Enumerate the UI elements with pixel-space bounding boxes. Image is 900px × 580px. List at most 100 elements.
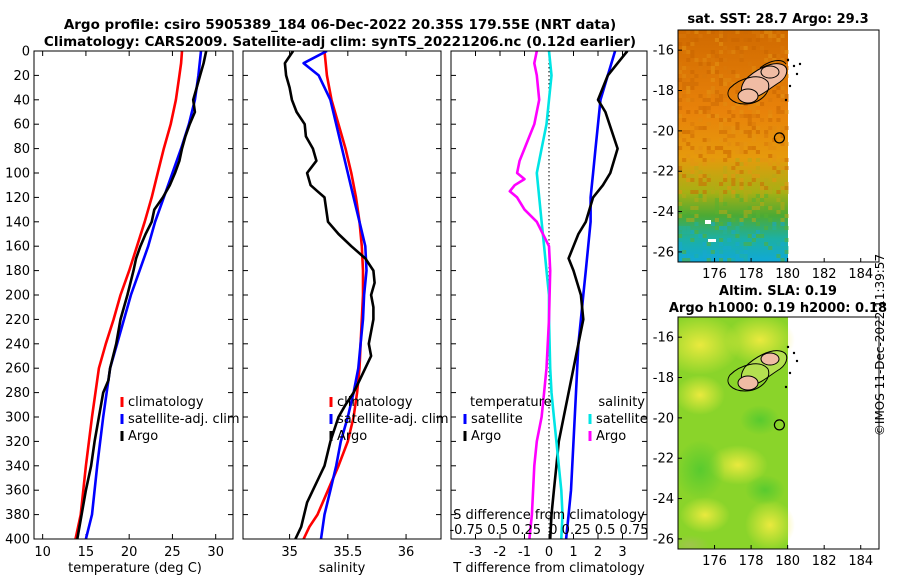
temperature-ytick-label-10: 200 (5, 289, 30, 304)
temperature-ytick-label-18: 360 (5, 484, 30, 499)
difference-legend-title-salinity: salinity (598, 395, 645, 410)
temperature-ytick-label-12: 240 (5, 337, 30, 352)
sla-map-ytick-label-0: -16 (653, 331, 674, 346)
salinity-xtick-label-1: 35.5 (333, 545, 362, 560)
sla-map-ytick-label-5: -26 (653, 532, 674, 547)
difference-xtick-label-6: 3 (618, 545, 626, 560)
temperature-xtick-label-2: 20 (121, 545, 138, 560)
sst-map-xtick-label-3: 182 (812, 267, 837, 282)
temperature-legend: climatology satellite-adj. clim Argo (120, 395, 240, 444)
fiji-islands (727, 58, 802, 105)
sst-map-ytick-label-3: -22 (653, 165, 674, 180)
sst-map-xtick-label-4: 184 (848, 267, 873, 282)
salinity-legend-label-0: climatology (337, 395, 413, 410)
difference-legend-right-label-0: satellite (596, 412, 648, 427)
difference-xtick-label-3: 0 (545, 545, 553, 560)
temperature-ytick-label-3: 60 (13, 118, 30, 133)
difference-panel: -3 -2 -1 0 1 2 3 T difference from climatology… (449, 50, 649, 576)
temperature-ytick-label-7: 140 (5, 215, 30, 230)
salinity-legend-label-1: satellite-adj. clim (337, 412, 449, 427)
temperature-ytick-label-14: 280 (5, 386, 30, 401)
temperature-ytick-label-2: 40 (13, 93, 30, 108)
difference-series-s-satellite (535, 51, 564, 539)
sst-map-ytick-label-4: -24 (653, 205, 674, 220)
s-difference-label: S difference from climatology (453, 508, 645, 523)
salinity-panel: 35 35.5 36 salinity climatology satellite-a… (242, 50, 449, 576)
argo-position-marker (773, 132, 786, 144)
salinity-xtick-label-0: 35 (281, 545, 298, 560)
sla-map-xtick-label-2: 180 (775, 554, 800, 569)
salinity-legend: climatology satellite-adj. clim Argo (329, 395, 449, 444)
temperature-ytick-label-13: 260 (5, 362, 30, 377)
sla-map-xtick-label-1: 178 (739, 554, 764, 569)
salinity-series-satellite-adj-clim (302, 51, 368, 539)
sst-map-title: sat. SST: 28.7 Argo: 29.3 (687, 12, 868, 27)
temperature-series-satellite-adj-clim (84, 51, 203, 539)
argo-position-marker-sla (773, 419, 786, 431)
difference-xtick-label-1: -2 (494, 545, 507, 560)
sla-map-xtick-label-3: 182 (812, 554, 837, 569)
difference-legend-title-temperature: temperature (470, 395, 552, 410)
temperature-legend-label-2: Argo (128, 429, 158, 444)
temperature-ytick-label-4: 80 (13, 142, 30, 157)
imos-credit-text: ©IMOS 11-Dec-2022 11:39:57 (873, 253, 887, 437)
temperature-ytick-label-11: 220 (5, 313, 30, 328)
difference-series-t-satellite (564, 51, 617, 539)
s-difference-ticks: -0.75 0.5 0.25 0 0.25 0.5 0.75 (449, 523, 648, 538)
salinity-legend-label-2: Argo (337, 429, 367, 444)
difference-legend-left-label-1: Argo (471, 429, 501, 444)
sla-map-ytick-label-4: -24 (653, 492, 674, 507)
temperature-axis-label: temperature (deg C) (68, 561, 202, 576)
difference-xtick-label-4: 1 (569, 545, 577, 560)
figure-title-line2: Climatology: CARS2009. Satellite-adj cli… (44, 34, 636, 50)
sst-map-ytick-label-5: -26 (653, 245, 674, 260)
temperature-series-argo (76, 51, 208, 539)
temperature-ytick-label-17: 340 (5, 459, 30, 474)
figure-title-line1: Argo profile: csiro 5905389_184 06-Dec-2… (64, 17, 616, 33)
temperature-xtick-label-3: 25 (164, 545, 181, 560)
sla-map-ytick-label-2: -20 (653, 411, 674, 426)
temperature-ytick-label-16: 320 (5, 435, 30, 450)
temperature-ytick-label-15: 300 (5, 411, 30, 426)
missing-data-patch-2 (708, 239, 716, 242)
salinity-series-argo (283, 51, 376, 539)
difference-axis-label: T difference from climatology (452, 561, 645, 576)
fiji-islands-sla (727, 345, 799, 392)
salinity-xtick-label-2: 36 (398, 545, 415, 560)
temperature-ytick-label-20: 400 (5, 533, 30, 548)
difference-series-t-argo (548, 51, 629, 539)
sla-map-xtick-label-0: 176 (702, 554, 727, 569)
temperature-xtick-label-1: 15 (78, 545, 95, 560)
sla-map: Altim. SLA: 0.19 Argo h1000: 0.19 h2000:… (653, 284, 887, 569)
temperature-xtick-label-0: 10 (34, 545, 51, 560)
temperature-ytick-label-8: 160 (5, 240, 30, 255)
temperature-ytick-label-19: 380 (5, 508, 30, 523)
difference-xtick-label-5: 2 (594, 545, 602, 560)
sla-map-title: Altim. SLA: 0.19 (719, 284, 837, 299)
temperature-panel: 0 20 40 60 80 100 120 140 160 180 200 220 240 260 280 3… (5, 45, 239, 577)
sst-map-ytick-label-1: -18 (653, 84, 674, 99)
temperature-ytick-label-5: 100 (5, 167, 30, 182)
sla-map-xtick-label-4: 184 (848, 554, 873, 569)
difference-xtick-label-0: -3 (469, 545, 482, 560)
sla-map-subtitle: Argo h1000: 0.19 h2000: 0.18 (669, 301, 887, 316)
sst-map-xtick-label-0: 176 (702, 267, 727, 282)
difference-legend-left-label-0: satellite (471, 412, 523, 427)
sst-map-ytick-label-0: -16 (653, 44, 674, 59)
temperature-ytick-label-0: 0 (22, 45, 30, 60)
salinity-axis-label: salinity (319, 561, 366, 576)
temperature-xtick-label-4: 30 (207, 545, 224, 560)
temperature-legend-label-1: satellite-adj. clim (128, 412, 240, 427)
sla-map-ytick-label-1: -18 (653, 371, 674, 386)
missing-data-patch (705, 220, 711, 224)
sst-map-ytick-label-2: -20 (653, 124, 674, 139)
sst-map-xtick-label-1: 178 (739, 267, 764, 282)
difference-legend-right-label-1: Argo (596, 429, 626, 444)
temperature-series-climatology (74, 51, 184, 539)
salinity-series-climatology (302, 51, 365, 539)
temperature-legend-label-0: climatology (128, 395, 204, 410)
difference-series-s-argo (508, 51, 552, 539)
temperature-ytick-label-6: 120 (5, 191, 30, 206)
temperature-ytick-label-1: 20 (13, 69, 30, 84)
